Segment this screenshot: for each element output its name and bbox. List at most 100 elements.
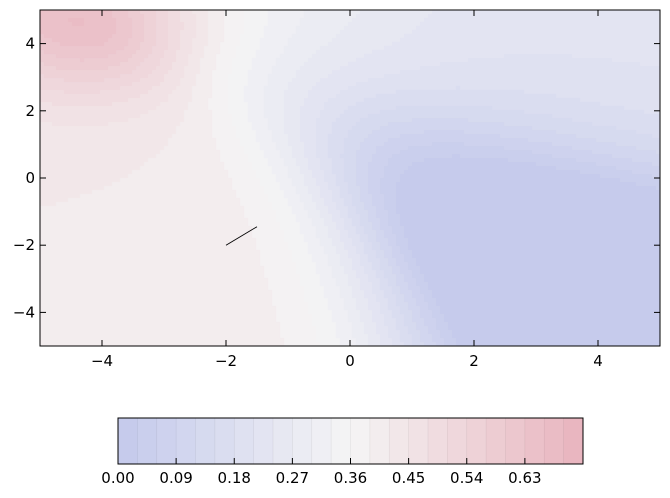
contour-band [260,146,277,151]
contour-band [348,22,421,27]
contour-band [228,106,249,111]
contour-band [348,86,457,91]
contour-band [284,106,301,111]
contour-band [400,270,413,275]
contour-band [68,198,241,203]
contour-band [360,258,369,263]
contour-band [236,50,257,55]
contour-band [336,174,345,179]
contour-band [384,274,397,279]
contour-fill-layer [40,10,660,346]
contour-band [332,190,341,195]
contour-band [340,290,353,295]
contour-band [256,238,285,243]
contour-band [380,266,393,271]
contour-band [292,178,305,183]
contour-band [208,22,225,27]
contour-band [404,234,660,239]
contour-band [292,34,337,39]
contour-band [360,190,369,195]
contour-band [224,30,245,35]
contour-band [316,138,329,143]
contour-band [220,46,237,51]
contour-band [40,166,141,171]
contour-band [268,10,305,15]
contour-band [424,278,660,283]
contour-band [308,306,329,311]
contour-band [368,258,381,263]
contour-band [340,286,353,291]
contour-band [348,206,357,211]
contour-band [372,262,381,267]
contour-band [92,190,237,195]
contour-band [328,154,341,159]
contour-band [356,298,369,303]
contour-band [248,118,269,123]
colorbar-swatch [156,418,177,464]
contour-band [388,162,413,167]
contour-band [368,298,377,303]
contour-band [652,134,660,139]
contour-band [428,286,660,291]
contour-band [360,234,369,239]
contour-band [396,318,405,323]
contour-band [316,122,333,127]
contour-band [308,214,321,219]
contour-band [264,110,285,115]
contour-band [392,42,660,47]
contour-band [192,94,213,99]
contour-band [384,294,397,299]
contour-band [40,58,81,63]
contour-band [40,22,73,27]
contour-band [40,130,177,135]
contour-band [204,50,221,55]
contour-band [128,98,169,103]
contour-band [284,90,309,95]
contour-band [276,318,313,323]
contour-band [40,134,173,139]
contour-band [40,202,57,207]
contour-band [40,198,69,203]
contour-band [116,26,133,31]
contour-band [300,230,317,235]
contour-band [212,78,229,83]
contour-band [308,302,329,307]
contour-band [236,46,261,51]
contour-band [324,222,337,227]
contour-band [404,298,417,303]
contour-band [360,282,373,287]
contour-band [384,234,397,239]
contour-band [176,126,213,131]
contour-band [340,154,357,159]
contour-band [152,46,169,51]
contour-band [132,82,161,87]
colorbar-swatch [137,418,158,464]
contour-band [224,162,253,167]
contour-band [260,250,293,255]
contour-band [216,62,233,67]
contour-band [364,290,373,295]
contour-band [252,62,277,67]
contour-band [368,166,385,171]
contour-band [340,294,353,299]
line-segment [225,226,258,246]
contour-band [364,294,377,299]
contour-band [600,174,653,179]
contour-band [336,222,345,227]
contour-band [320,278,337,283]
contour-band [256,174,277,179]
contour-band [316,154,329,159]
contour-band [280,154,293,159]
contour-band [196,34,209,39]
contour-band [360,198,373,203]
contour-band [380,262,389,267]
contour-band [340,114,369,119]
contour-band [276,58,309,63]
contour-band [320,114,341,119]
contour-band [212,134,237,139]
contour-band [252,234,285,239]
contour-band [40,286,269,291]
contour-band [136,50,153,55]
contour-band [348,214,361,219]
contour-band [336,34,405,39]
